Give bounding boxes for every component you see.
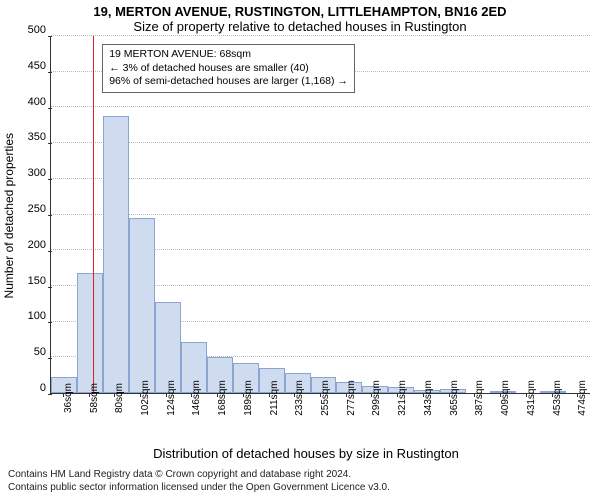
x-tick: 211sqm	[256, 394, 282, 444]
x-tick: 233sqm	[281, 394, 307, 444]
plot-wrap: 500450400350300250200150100500 19 MERTON…	[22, 36, 600, 465]
annotation-line-1: 19 MERTON AVENUE: 68sqm	[109, 48, 348, 62]
x-tick: 474sqm	[564, 394, 590, 444]
x-tick: 58sqm	[76, 394, 102, 444]
footer-attribution: Contains HM Land Registry data © Crown c…	[0, 465, 600, 500]
x-tick: 409sqm	[487, 394, 513, 444]
annotation-line-3: 96% of semi-detached houses are larger (…	[109, 75, 348, 89]
x-tick: 365sqm	[436, 394, 462, 444]
x-tick: 168sqm	[204, 394, 230, 444]
histogram-bar	[103, 116, 129, 393]
y-axis-label: Number of detached properties	[0, 133, 22, 298]
x-tick: 36sqm	[50, 394, 76, 444]
annotation-box: 19 MERTON AVENUE: 68sqm ← 3% of detached…	[102, 44, 355, 93]
property-marker-line	[93, 36, 94, 393]
x-tick: 146sqm	[179, 394, 205, 444]
x-tick: 431sqm	[513, 394, 539, 444]
x-tick: 321sqm	[384, 394, 410, 444]
x-tick: 453sqm	[539, 394, 565, 444]
chart-area: Number of detached properties 5004504003…	[0, 36, 600, 465]
x-tick: 343sqm	[410, 394, 436, 444]
chart-title-block: 19, MERTON AVENUE, RUSTINGTON, LITTLEHAM…	[0, 0, 600, 36]
chart-sub-title: Size of property relative to detached ho…	[0, 19, 600, 34]
footer-line-2: Contains public sector information licen…	[8, 482, 592, 495]
x-axis-ticks: 36sqm58sqm80sqm102sqm124sqm146sqm168sqm1…	[50, 394, 590, 444]
plot-region: 19 MERTON AVENUE: 68sqm ← 3% of detached…	[50, 36, 590, 394]
x-tick: 277sqm	[333, 394, 359, 444]
y-axis-ticks: 500450400350300250200150100500	[22, 36, 50, 394]
chart-main-title: 19, MERTON AVENUE, RUSTINGTON, LITTLEHAM…	[0, 4, 600, 19]
x-tick: 124sqm	[153, 394, 179, 444]
x-tick: 387sqm	[462, 394, 488, 444]
x-tick: 255sqm	[307, 394, 333, 444]
histogram-bar	[77, 273, 103, 393]
annotation-line-2: ← 3% of detached houses are smaller (40)	[109, 62, 348, 76]
x-tick: 189sqm	[230, 394, 256, 444]
x-tick: 102sqm	[127, 394, 153, 444]
x-tick: 80sqm	[101, 394, 127, 444]
x-tick: 299sqm	[359, 394, 385, 444]
footer-line-1: Contains HM Land Registry data © Crown c…	[8, 469, 592, 482]
histogram-bar	[129, 218, 155, 393]
x-axis-label: Distribution of detached houses by size …	[22, 444, 590, 465]
